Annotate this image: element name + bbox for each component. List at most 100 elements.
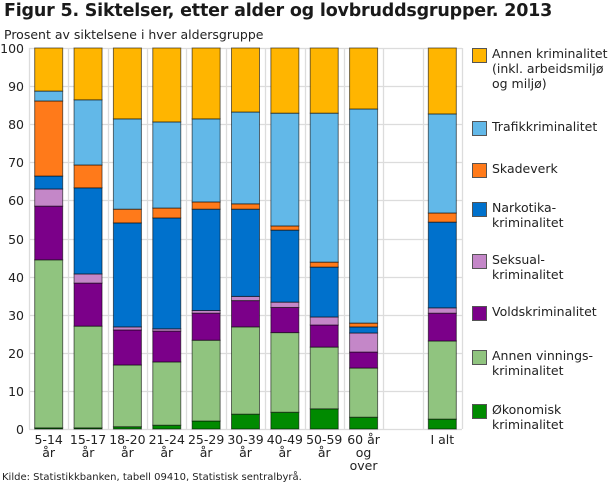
y-tick-label: 60 <box>8 193 24 208</box>
legend-item[interactable]: Annen vinnings- kriminalitet <box>472 348 593 378</box>
bar-segment <box>231 413 260 430</box>
bar-segment <box>427 340 457 420</box>
bar-segment <box>191 312 221 341</box>
x-tick-label: 30-39 <box>227 432 263 447</box>
bar-segment <box>73 164 103 189</box>
bar-segment <box>427 307 457 314</box>
x-axis-labels: 5-14år15-17år18-20år21-24år25-29år30-39å… <box>34 432 454 470</box>
legend-swatch-icon <box>472 350 487 365</box>
x-tick-label: 5-14 <box>34 432 62 447</box>
bar-segment <box>152 424 182 430</box>
bar-segment <box>191 47 221 120</box>
x-tick-label: år <box>278 445 292 460</box>
bar-segment <box>231 295 260 302</box>
legend-label: Seksual- kriminalitet <box>492 252 564 282</box>
bar-segment <box>427 212 457 223</box>
legend-item[interactable]: Skadeverk <box>472 161 558 178</box>
legend-item[interactable]: Narkotika- kriminalitet <box>472 200 564 230</box>
bar-segment <box>73 282 103 327</box>
x-tick-label: år <box>239 445 253 460</box>
y-tick-label: 50 <box>8 232 24 247</box>
chart-title: Figur 5. Siktelser, etter alder og lovbr… <box>4 1 553 21</box>
bar-segment <box>152 217 182 330</box>
bar-segment <box>112 364 142 428</box>
legend-swatch-icon <box>472 202 487 217</box>
bar-segment <box>349 322 379 328</box>
y-tick-label: 70 <box>8 155 24 170</box>
bar-segment <box>191 339 221 422</box>
bar-segment <box>112 329 142 366</box>
bar-segment <box>152 330 182 363</box>
legend-item[interactable]: Trafikkriminalitet <box>472 119 597 136</box>
bar-segment <box>112 208 142 224</box>
x-tick-label: år <box>318 445 332 460</box>
bar-segment <box>191 208 221 312</box>
x-tick-label: år <box>82 445 96 460</box>
legend-item[interactable]: Seksual- kriminalitet <box>472 252 564 282</box>
legend-item[interactable]: Økonomisk kriminalitet <box>472 402 564 432</box>
bar-segment <box>309 324 339 348</box>
bar-segment <box>349 351 379 369</box>
x-tick-label: 15-17 <box>70 432 106 447</box>
bar-segment <box>349 332 379 353</box>
legend-label: Annen vinnings- kriminalitet <box>492 348 594 378</box>
bar-segment <box>152 361 182 426</box>
legend-swatch-icon <box>472 306 487 321</box>
legend-label: Økonomisk kriminalitet <box>492 402 564 432</box>
legend-item[interactable]: Voldskriminalitet <box>472 304 597 321</box>
bar-segment <box>427 418 457 430</box>
bars <box>34 47 457 430</box>
legend-swatch-icon <box>472 163 487 178</box>
bar-segment <box>349 47 379 110</box>
y-tick-label: 90 <box>8 79 24 94</box>
bar-segment <box>34 47 64 92</box>
legend-label: Voldskriminalitet <box>492 304 597 319</box>
bar-segment <box>270 332 300 413</box>
bar-segment <box>34 175 64 190</box>
bar-segment <box>73 187 103 275</box>
bar-segment <box>309 47 339 114</box>
chart-subtitle: Prosent av siktelsene i hver aldersgrupp… <box>4 27 264 42</box>
bar-segment <box>309 112 339 263</box>
y-tick-label: 20 <box>8 346 24 361</box>
y-tick-label: 10 <box>8 384 24 399</box>
bar-segment <box>349 367 379 418</box>
x-tick-label: år <box>121 445 135 460</box>
bar-segment <box>73 273 103 284</box>
bar-segment <box>73 99 103 166</box>
bar-segment <box>34 205 64 261</box>
x-tick-label: 25-29 <box>188 432 224 447</box>
bar-segment <box>427 113 457 214</box>
bar-segment <box>309 316 339 326</box>
legend-label: Trafikkriminalitet <box>492 119 598 134</box>
x-tick-label: 50-59 <box>306 432 342 447</box>
bar-segment <box>231 111 260 205</box>
y-tick-label: 40 <box>8 270 24 285</box>
x-tick-label: 18-20 <box>109 432 145 447</box>
legend-label: Skadeverk <box>492 161 558 176</box>
legend-swatch-icon <box>472 48 487 63</box>
bar-segment <box>309 408 339 430</box>
x-tick-label: år <box>200 445 214 460</box>
y-tick-label: 30 <box>8 308 24 323</box>
bar-segment <box>231 208 260 297</box>
x-tick-label: 60 år <box>347 432 381 447</box>
bar-segment <box>427 221 457 309</box>
y-tick-label: 0 <box>16 422 24 437</box>
bar-segment <box>73 47 103 101</box>
bar-segment <box>270 301 300 308</box>
bar-segment <box>270 47 300 114</box>
bar-segment <box>270 229 300 303</box>
bar-segment <box>191 201 221 210</box>
legend-item[interactable]: Annen kriminalitet (inkl. arbeidsmiljø o… <box>472 46 608 91</box>
bar-segment <box>34 100 64 177</box>
x-tick-label: 40-49 <box>267 432 303 447</box>
bar-segment <box>112 118 142 210</box>
bar-segment <box>112 222 142 328</box>
y-axis-ticks: 0 10 20 30 40 50 60 70 80 90 100 <box>0 41 24 437</box>
legend-swatch-icon <box>472 254 487 269</box>
y-tick-label: 80 <box>8 117 24 132</box>
bar-segment <box>191 118 221 203</box>
bar-segment <box>231 47 260 113</box>
